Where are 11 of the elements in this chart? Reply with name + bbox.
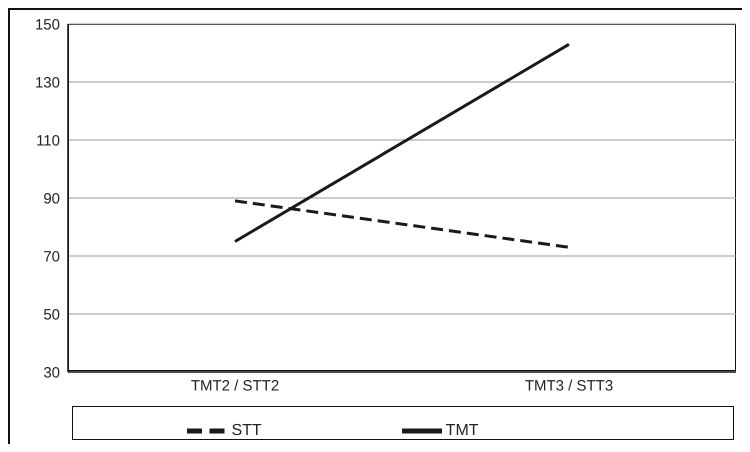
x-tick-label: TMT3 / STT3	[524, 378, 614, 395]
y-tick-label: 90	[43, 190, 60, 208]
legend-label: STT	[231, 422, 262, 440]
y-tick-label: 70	[43, 248, 60, 266]
y-tick-label: 110	[36, 132, 60, 150]
y-tick-label: 50	[43, 306, 60, 324]
y-tick-label: 130	[34, 74, 60, 92]
legend-label: TMT	[446, 422, 479, 440]
y-tick-label: 30	[43, 364, 60, 382]
x-tick-label: TMT2 / STT2	[190, 378, 280, 395]
y-tick-label: 150	[34, 16, 60, 34]
